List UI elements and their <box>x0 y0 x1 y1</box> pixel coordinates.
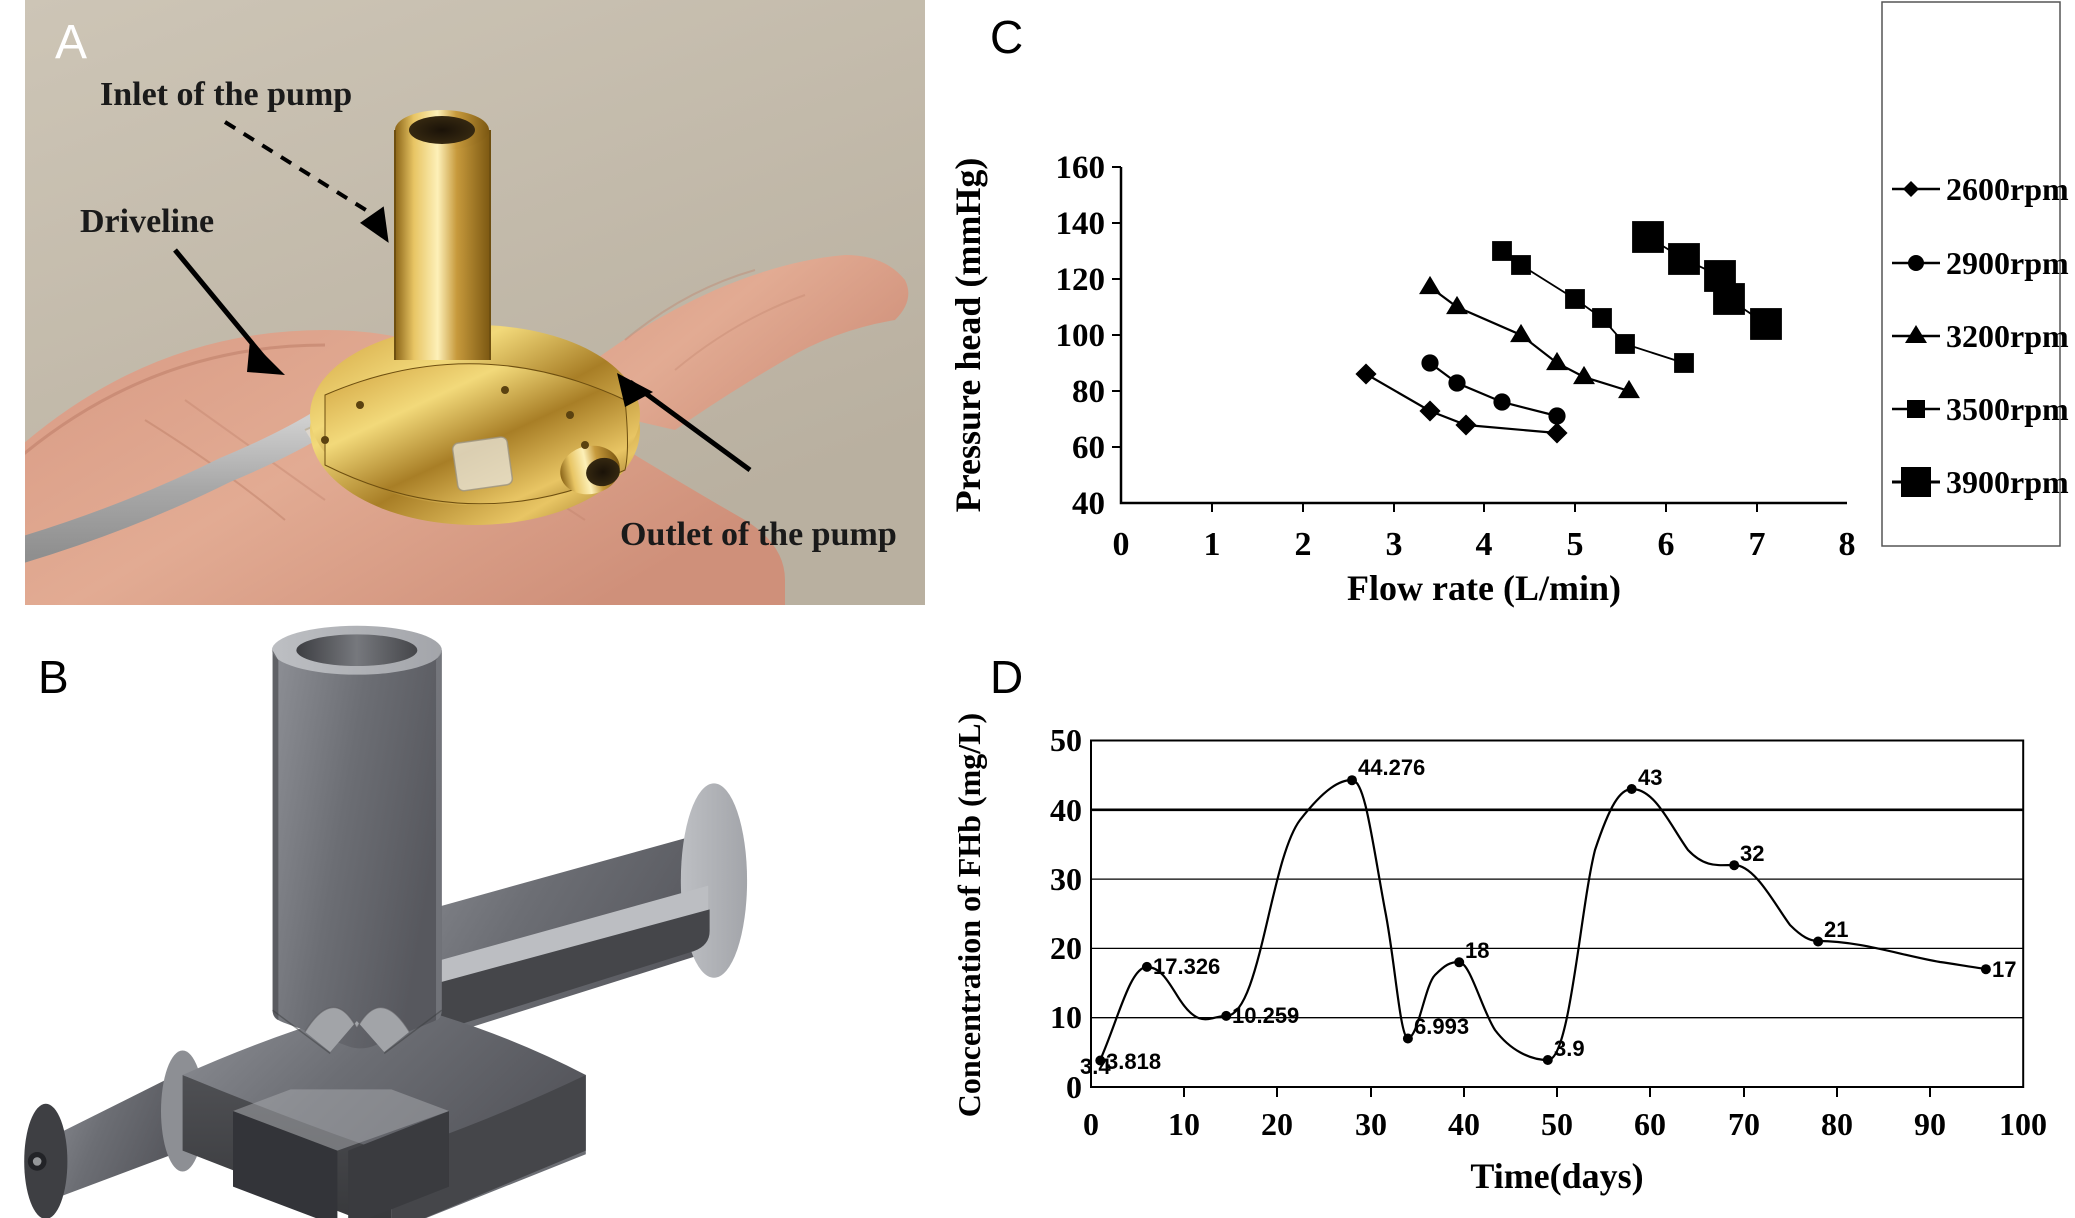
svg-text:10: 10 <box>1050 999 1082 1035</box>
svg-text:60: 60 <box>1072 430 1105 466</box>
svg-text:32: 32 <box>1740 841 1764 866</box>
svg-text:Concentration of FHb (mg/L): Concentration of FHb (mg/L) <box>951 713 987 1117</box>
svg-text:6.993: 6.993 <box>1414 1014 1469 1039</box>
svg-text:10.259: 10.259 <box>1232 1003 1299 1028</box>
svg-text:10: 10 <box>1168 1106 1200 1142</box>
svg-text:Inlet of the pump: Inlet of the pump <box>100 76 352 113</box>
svg-text:5: 5 <box>1567 526 1584 563</box>
svg-text:B: B <box>38 651 69 703</box>
svg-text:140: 140 <box>1056 206 1106 242</box>
svg-text:20: 20 <box>1050 930 1082 966</box>
svg-text:0: 0 <box>1113 526 1130 563</box>
svg-text:90: 90 <box>1914 1106 1946 1142</box>
svg-text:Pressure head (mmHg): Pressure head (mmHg) <box>948 158 988 513</box>
svg-text:80: 80 <box>1821 1106 1853 1142</box>
svg-text:50: 50 <box>1050 722 1082 758</box>
svg-text:Time(days): Time(days) <box>1470 1156 1643 1196</box>
svg-text:7: 7 <box>1749 526 1766 563</box>
svg-text:21: 21 <box>1824 917 1848 942</box>
svg-text:3.9: 3.9 <box>1554 1036 1585 1061</box>
svg-text:20: 20 <box>1261 1106 1293 1142</box>
svg-text:3900rpm: 3900rpm <box>1946 464 2069 500</box>
svg-text:43: 43 <box>1638 765 1662 790</box>
svg-text:17.326: 17.326 <box>1153 954 1220 979</box>
svg-text:120: 120 <box>1056 262 1106 298</box>
svg-text:2900rpm: 2900rpm <box>1946 245 2069 281</box>
svg-text:Outlet of the pump: Outlet of the pump <box>620 516 897 553</box>
svg-text:4: 4 <box>1476 526 1493 563</box>
svg-text:0: 0 <box>1083 1106 1099 1142</box>
svg-text:30: 30 <box>1355 1106 1387 1142</box>
svg-text:44.276: 44.276 <box>1358 755 1425 780</box>
svg-text:50: 50 <box>1541 1106 1573 1142</box>
svg-text:3.4: 3.4 <box>1080 1054 1111 1079</box>
svg-text:40: 40 <box>1050 792 1082 828</box>
svg-text:1: 1 <box>1204 526 1221 563</box>
svg-text:70: 70 <box>1728 1106 1760 1142</box>
svg-text:2600rpm: 2600rpm <box>1946 171 2069 207</box>
svg-text:60: 60 <box>1634 1106 1666 1142</box>
svg-text:Flow rate (L/min): Flow rate (L/min) <box>1347 568 1621 608</box>
svg-text:2: 2 <box>1295 526 1312 563</box>
svg-text:3500rpm: 3500rpm <box>1946 391 2069 427</box>
svg-text:3: 3 <box>1386 526 1403 563</box>
svg-text:30: 30 <box>1050 861 1082 897</box>
svg-text:100: 100 <box>1999 1106 2047 1142</box>
svg-text:160: 160 <box>1056 150 1106 186</box>
svg-text:17: 17 <box>1992 957 2016 982</box>
svg-text:40: 40 <box>1448 1106 1480 1142</box>
svg-text:8: 8 <box>1839 526 1856 563</box>
svg-text:18: 18 <box>1465 938 1489 963</box>
svg-text:80: 80 <box>1072 374 1105 410</box>
svg-text:40: 40 <box>1072 486 1105 522</box>
svg-text:3200rpm: 3200rpm <box>1946 318 2069 354</box>
svg-text:3.818: 3.818 <box>1106 1049 1161 1074</box>
svg-text:Driveline: Driveline <box>80 203 214 240</box>
svg-text:6: 6 <box>1658 526 1675 563</box>
svg-text:A: A <box>55 16 87 69</box>
svg-text:100: 100 <box>1056 318 1106 354</box>
